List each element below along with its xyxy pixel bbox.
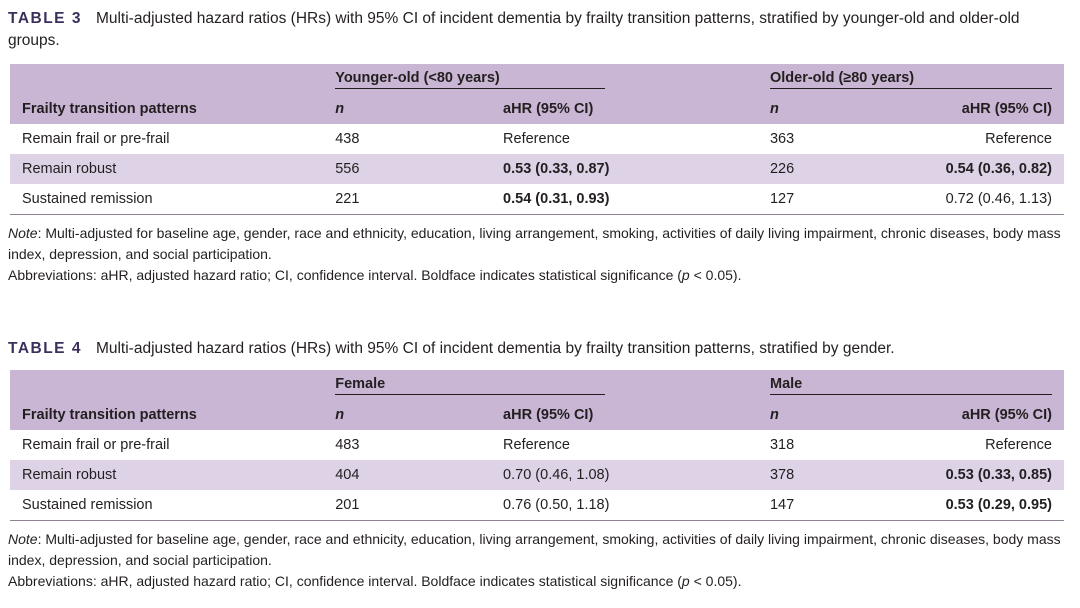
group-2-header: Older-old (≥80 years) [769, 70, 1052, 89]
abbreviations-end: < 0.05). [689, 573, 742, 589]
cell-n: 556 [323, 154, 492, 184]
table-row: Remain frail or pre-frail 483 Reference … [10, 430, 1064, 460]
cell-n: 438 [335, 131, 360, 147]
abbreviations-text: Abbreviations: aHR, adjusted hazard rati… [8, 573, 682, 589]
n-header: n [769, 101, 779, 117]
row-label: Sustained remission [10, 490, 324, 521]
caption-text: Multi-adjusted hazard ratios (HRs) with … [8, 10, 1020, 49]
cell-n: 201 [323, 490, 492, 521]
group-1-header: Female [335, 376, 606, 395]
n-header: n [335, 101, 345, 117]
note-text: : Multi-adjusted for baseline age, gende… [8, 531, 1061, 568]
data-table: Female Male Frailty transition patterns … [10, 370, 1064, 521]
row-header: Frailty transition patterns [22, 101, 197, 117]
cell-hr-significant: 0.53 (0.33, 0.87) [491, 154, 758, 184]
row-label: Sustained remission [10, 184, 324, 215]
cell-hr: Reference [503, 131, 570, 147]
table-row: Remain robust 404 0.70 (0.46, 1.08) 378 … [10, 460, 1064, 490]
cell-n: 363 [769, 131, 795, 147]
cell-n: 226 [757, 154, 922, 184]
table-3-block: TABLE 3 Multi-adjusted hazard ratios (HRs… [8, 8, 1072, 286]
n-header: n [335, 407, 345, 423]
row-label: Remain frail or pre-frail [22, 131, 170, 147]
table-number: TABLE 4 [8, 340, 82, 357]
data-table: Younger-old (<80 years) Older-old (≥80 y… [10, 64, 1064, 215]
table-row: Remain frail or pre-frail 438 Reference … [10, 124, 1064, 154]
group-1-header: Younger-old (<80 years) [335, 70, 606, 89]
row-header: Frailty transition patterns [22, 407, 197, 423]
note-label: Note [8, 531, 38, 547]
table-caption: TABLE 4 Multi-adjusted hazard ratios (HRs… [8, 338, 1072, 360]
cell-hr: Reference [985, 437, 1052, 453]
note-text: : Multi-adjusted for baseline age, gende… [8, 225, 1061, 262]
cell-n: 318 [769, 437, 795, 453]
cell-n: 147 [757, 490, 922, 521]
row-label: Remain robust [10, 154, 324, 184]
cell-hr: Reference [985, 131, 1052, 147]
cell-n: 221 [323, 184, 492, 215]
cell-hr-significant: 0.53 (0.33, 0.85) [921, 460, 1064, 490]
cell-hr: 0.76 (0.50, 1.18) [491, 490, 758, 521]
group-header-row: Younger-old (<80 years) Older-old (≥80 y… [10, 64, 1064, 94]
column-header-row: Frailty transition patterns n aHR (95% C… [10, 94, 1064, 124]
cell-hr: 0.72 (0.46, 1.13) [921, 184, 1064, 215]
table-note: Note: Multi-adjusted for baseline age, g… [8, 529, 1072, 592]
hr-header: aHR (95% CI) [503, 407, 594, 423]
table-number: TABLE 3 [8, 10, 82, 27]
row-label: Remain frail or pre-frail [22, 437, 170, 453]
group-2-header: Male [769, 376, 1052, 395]
note-label: Note [8, 225, 38, 241]
table-note: Note: Multi-adjusted for baseline age, g… [8, 223, 1072, 286]
group-header-row: Female Male [10, 370, 1064, 400]
table-row: Remain robust 556 0.53 (0.33, 0.87) 226 … [10, 154, 1064, 184]
caption-text: Multi-adjusted hazard ratios (HRs) with … [95, 340, 895, 357]
cell-n: 404 [323, 460, 492, 490]
abbreviations-end: < 0.05). [689, 267, 742, 283]
abbreviations-text: Abbreviations: aHR, adjusted hazard rati… [8, 267, 682, 283]
hr-header: aHR (95% CI) [503, 101, 594, 117]
table-4-block: TABLE 4 Multi-adjusted hazard ratios (HRs… [8, 338, 1072, 592]
cell-n: 483 [335, 437, 360, 453]
p-symbol: p [681, 573, 690, 589]
cell-n: 378 [757, 460, 922, 490]
column-header-row: Frailty transition patterns n aHR (95% C… [10, 400, 1064, 430]
cell-n: 127 [757, 184, 922, 215]
cell-hr-significant: 0.53 (0.29, 0.95) [921, 490, 1064, 521]
cell-hr: 0.70 (0.46, 1.08) [491, 460, 758, 490]
hr-header: aHR (95% CI) [961, 101, 1052, 117]
cell-hr: Reference [503, 437, 570, 453]
n-header: n [769, 407, 779, 423]
cell-hr-significant: 0.54 (0.31, 0.93) [491, 184, 758, 215]
table-row: Sustained remission 221 0.54 (0.31, 0.93… [10, 184, 1064, 215]
hr-header: aHR (95% CI) [961, 407, 1052, 423]
table-row: Sustained remission 201 0.76 (0.50, 1.18… [10, 490, 1064, 521]
p-symbol: p [681, 267, 690, 283]
row-label: Remain robust [10, 460, 324, 490]
table-caption: TABLE 3 Multi-adjusted hazard ratios (HRs… [8, 8, 1072, 52]
cell-hr-significant: 0.54 (0.36, 0.82) [921, 154, 1064, 184]
